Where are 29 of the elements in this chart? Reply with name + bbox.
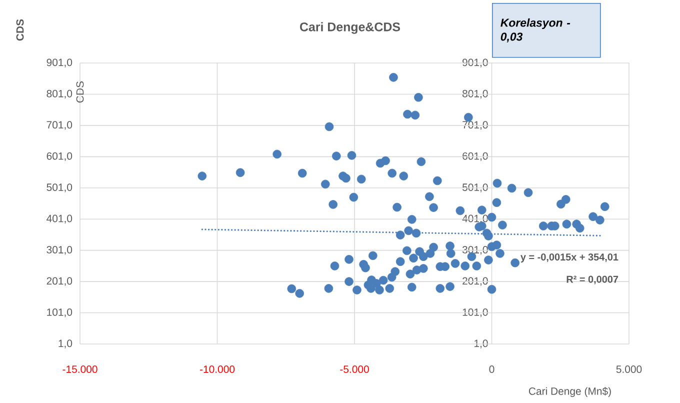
x-tick-label: -10.000 [200,366,235,373]
y2-tick-label: 501,0 [462,184,488,192]
y-axis-title: CDS [76,81,84,103]
text: CDS [16,19,24,41]
chart-title: Cari Denge&CDS [300,22,400,34]
annotation: y = -0,0015x + 354,01 [520,253,618,263]
y-tick-label: 101,0 [47,308,72,318]
y-tick-label: 1,0 [58,340,72,348]
y-tick-label: 801,0 [46,90,72,99]
y2-tick-label: 1,0 [474,340,488,348]
y2-tick-label: 901,0 [462,58,488,68]
x-tick-label: -5.000 [340,366,369,373]
y-tick-label: 201,0 [46,277,72,286]
x-tick-label: -15.000 [62,366,98,373]
y-tick-label: 601,0 [46,152,72,161]
y-tick-label: 901,0 [46,58,72,68]
text: Korelasyon - 0,03 [500,18,570,42]
x-tick-label: 0 [489,366,494,373]
y2-tick-label: 201,0 [462,277,488,286]
y2-tick-label: 101,0 [462,308,488,318]
y-tick-label: 401,0 [46,214,72,224]
y-tick-label: 301,0 [46,246,72,255]
y-tick-label: 701,0 [46,121,72,130]
x-tick-label: 5.000 [616,366,642,373]
y-tick-label: 501,0 [46,184,72,192]
annotation: R² = 0,0007 [566,276,618,284]
y2-tick-label: 701,0 [462,121,488,130]
x-axis-title: Cari Denge (Mn$) [528,387,611,397]
y2-tick-label: 801,0 [462,90,488,99]
